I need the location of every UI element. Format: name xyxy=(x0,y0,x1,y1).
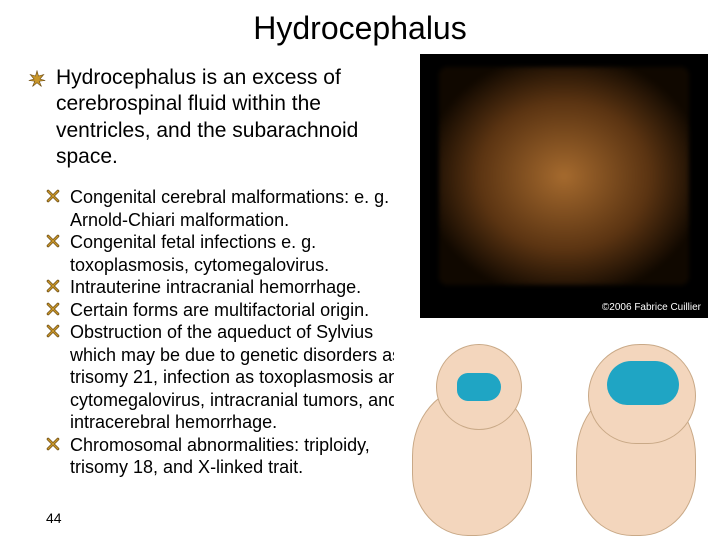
list-item-text: Certain forms are multifactorial origin. xyxy=(70,299,369,322)
brain-icon xyxy=(607,361,679,405)
x-bullet-icon xyxy=(46,189,60,208)
intro-text: Hydrocephalus is an excess of cerebrospi… xyxy=(56,65,411,170)
x-bullet-icon xyxy=(46,302,60,321)
list-item-text: Congenital fetal infections e. g. toxopl… xyxy=(70,231,415,276)
x-bullet-icon xyxy=(46,279,60,298)
x-bullet-icon xyxy=(46,437,60,456)
list-item-text: Intrauterine intracranial hemorrhage. xyxy=(70,276,361,299)
fetus-head-shape xyxy=(436,344,522,430)
brain-icon xyxy=(457,373,501,401)
page-number: 44 xyxy=(46,510,62,526)
image-credit: ©2006 Fabrice Cuillier xyxy=(602,302,701,313)
list-item-text: Chromosomal abnormalities: triploidy, tr… xyxy=(70,434,415,479)
fetus-illustration-normal xyxy=(394,340,552,540)
fetus-head-shape xyxy=(588,344,696,444)
ultrasound-image-content xyxy=(439,67,689,285)
starburst-icon xyxy=(28,70,46,93)
list-item-text: Obstruction of the aqueduct of Sylvius w… xyxy=(70,321,415,434)
fetus-illustration-hydrocephalus xyxy=(558,340,716,540)
x-bullet-icon xyxy=(46,324,60,343)
ultrasound-image: ©2006 Fabrice Cuillier xyxy=(420,54,708,318)
x-bullet-icon xyxy=(46,234,60,253)
list-item-text: Congenital cerebral malformations: e. g.… xyxy=(70,186,415,231)
